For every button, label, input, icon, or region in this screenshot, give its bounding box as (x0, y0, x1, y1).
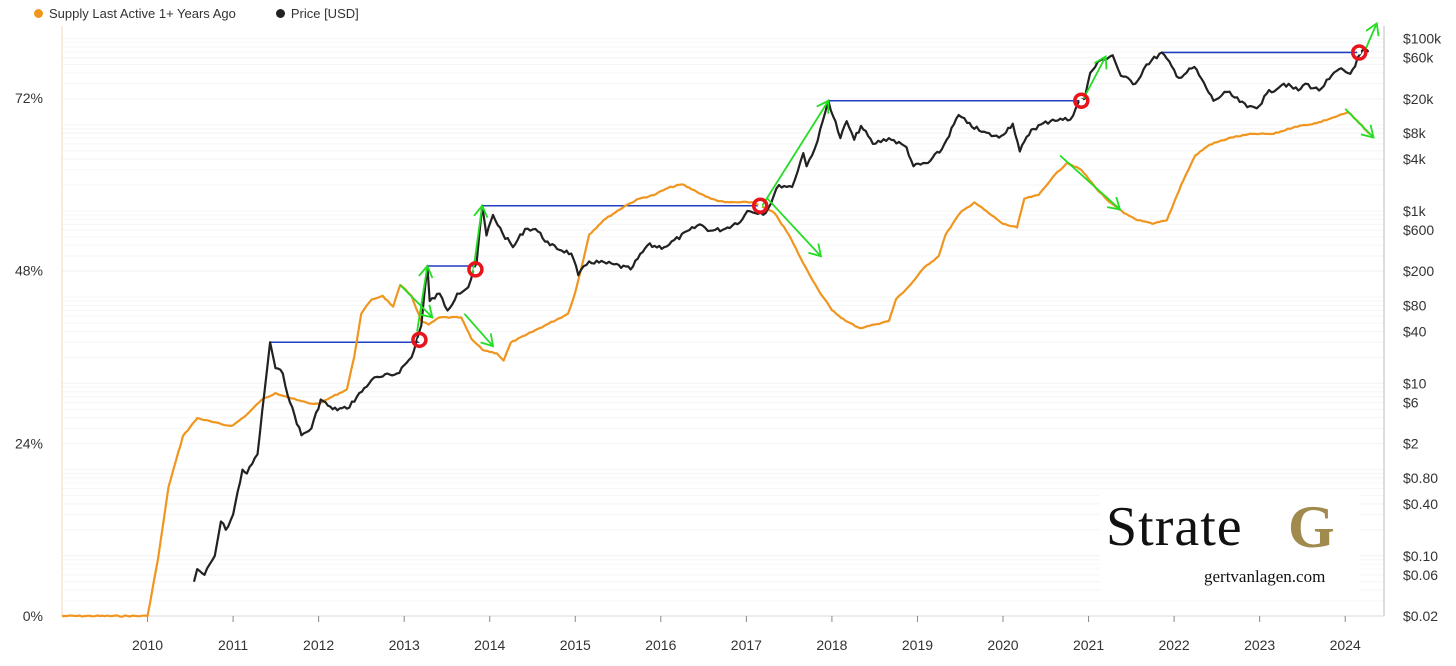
x-tick-label: 2021 (1073, 637, 1104, 653)
supply-trend-arrow-head (1107, 196, 1122, 211)
price-trend-arrow-head (1094, 54, 1108, 70)
y-right-tick-label: $100k (1403, 31, 1442, 47)
price-series-line (192, 47, 1370, 582)
x-tick-label: 2020 (987, 637, 1018, 653)
price-trend-arrow (416, 265, 429, 332)
breakout-marker (467, 261, 484, 278)
x-tick-label: 2012 (303, 637, 334, 653)
supply-trend-arrow (463, 313, 494, 347)
x-tick-label: 2013 (389, 637, 420, 653)
legend-dot-supply (34, 8, 43, 18)
y-right-tick-label: $10 (1403, 375, 1427, 391)
price-trend-arrow-head (418, 264, 434, 279)
y-left-tick-label: 24% (15, 435, 43, 451)
supply-trend-arrow-head (480, 333, 495, 348)
price-trend-arrow-head (816, 99, 830, 114)
y-right-tick-label: $2 (1403, 436, 1419, 452)
supply-series-line (62, 111, 1371, 618)
breakout-marker (751, 197, 769, 214)
logo-url: gertvanlagen.com (1204, 567, 1326, 586)
price-trend-arrow (1364, 23, 1378, 52)
price-trend-arrow-head (1365, 21, 1380, 37)
breakout-marker-center (758, 203, 763, 208)
y-right-tick-label: $6 (1403, 394, 1419, 410)
breakout-markers (411, 44, 1368, 349)
breakout-marker (1073, 92, 1090, 110)
y-left-tick-label: 0% (23, 608, 43, 624)
legend-label-price: Price [USD] (290, 5, 359, 21)
legend-label-supply: Supply Last Active 1+ Years Ago (49, 5, 236, 21)
y-right-tick-label: $40 (1403, 323, 1427, 339)
y-right-tick-label: $0.10 (1403, 548, 1438, 564)
supply-trend-arrow-head (808, 243, 823, 258)
breakout-marker (411, 331, 428, 349)
watermark-logo: Strate G gertvanlagen.com (1100, 494, 1360, 595)
legend-item-supply[interactable]: Supply Last Active 1+ Years Ago (34, 6, 236, 21)
breakout-marker-center (417, 337, 422, 342)
breakout-marker-center (1079, 98, 1084, 103)
supply-trend-arrow (766, 198, 822, 257)
x-tick-label: 2023 (1244, 637, 1275, 653)
y-right-tick-label: $20k (1403, 91, 1434, 107)
supply-trend-arrow (399, 284, 433, 319)
logo-brand-text: Strate (1106, 496, 1243, 558)
supply-trend-arrow (1059, 154, 1121, 211)
x-tick-label: 2024 (1330, 637, 1361, 653)
x-tick-label: 2014 (474, 637, 505, 653)
legend: Supply Last Active 1+ Years Ago Price [U… (0, 0, 363, 26)
breakout-marker-center (1357, 50, 1362, 55)
axes: 2010 2011 2012 2013 2014 2015 2016 2017 2018 2019… (15, 26, 1442, 653)
supply-trend-arrow-head (1360, 124, 1375, 139)
y-right-tick-label: $0.06 (1403, 567, 1438, 583)
y-right-tick-label: $60k (1403, 50, 1434, 66)
y-right-tick-label: $0.40 (1403, 496, 1438, 512)
price-trend-arrow (1082, 56, 1107, 100)
legend-dot-price (275, 8, 285, 18)
x-tick-label: 2018 (816, 637, 847, 653)
y-right-tick-label: $1k (1403, 203, 1427, 219)
y-right-tick-label: $4k (1403, 151, 1427, 167)
ath-levels (270, 51, 1360, 344)
x-tick-label: 2017 (731, 637, 762, 653)
breakout-marker-center (473, 267, 478, 272)
x-tick-label: 2010 (132, 637, 163, 653)
y-right-tick-label: $600 (1403, 222, 1434, 238)
x-tick-label: 2016 (645, 637, 676, 653)
supply-trend-arrow (1344, 108, 1375, 139)
x-tick-label: 2019 (902, 637, 933, 653)
series-lines (62, 47, 1371, 618)
legend-item-price[interactable]: Price [USD] (275, 5, 359, 21)
y-right-tick-label: $8k (1403, 125, 1427, 141)
supply-trend-arrow-head (419, 304, 434, 319)
x-tick-label: 2022 (1159, 637, 1190, 653)
logo-brand-mark: G (1288, 494, 1335, 560)
y-right-tick-label: $0.02 (1403, 608, 1438, 624)
trend-arrows (399, 21, 1380, 348)
price-trend-arrow-head (473, 204, 489, 219)
y-right-tick-label: $80 (1403, 298, 1427, 314)
x-tick-label: 2011 (218, 637, 248, 653)
y-right-tick-label: $200 (1403, 263, 1434, 279)
y-left-tick-label: 72% (15, 90, 43, 106)
y-left-tick-label: 48% (15, 263, 43, 279)
x-tick-label: 2015 (560, 637, 591, 653)
breakout-marker (1350, 44, 1368, 61)
price-trend-arrow (760, 100, 830, 208)
y-right-tick-label: $0.80 (1403, 470, 1438, 486)
